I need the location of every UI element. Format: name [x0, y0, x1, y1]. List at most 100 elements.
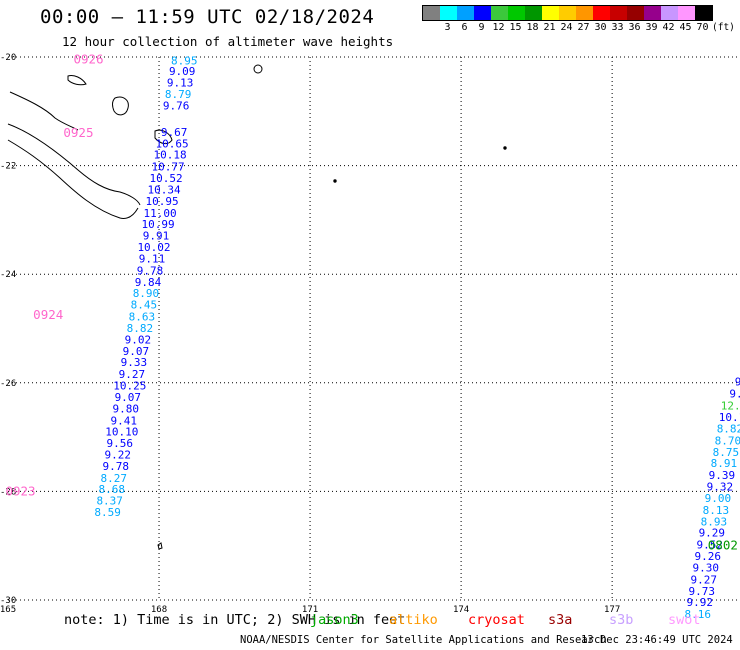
footer-credit: NOAA/NESDIS Center for Satellite Applica…	[240, 634, 607, 646]
color-scale-label: 39	[645, 22, 658, 33]
color-swatch	[678, 6, 695, 20]
swh-value: 9.73	[689, 585, 716, 598]
x-tick-label: 171	[302, 605, 318, 615]
coastline-island-2	[67, 75, 87, 86]
coastline-island-small-1	[253, 64, 263, 74]
y-tick-label: -22	[0, 162, 16, 172]
swh-value: 8.70	[715, 434, 740, 447]
y-tick-label: -24	[0, 270, 16, 280]
color-scale-label: 30	[594, 22, 607, 33]
swh-value: 9.26	[695, 550, 722, 563]
chart-subtitle: 12 hour collection of altimeter wave hei…	[62, 34, 394, 49]
color-swatch	[661, 6, 678, 20]
footer-timestamp: 13 Dec 23:46:49 UTC 2024	[581, 634, 733, 646]
time-label: 0926	[73, 52, 103, 67]
swh-value: 10.34	[148, 183, 181, 196]
swh-value: 10.18	[154, 149, 187, 162]
swh-value: 8.16	[684, 608, 711, 621]
color-scale-label: 33	[611, 22, 624, 33]
swh-value: 12.0	[721, 400, 740, 413]
x-tick-label: 177	[604, 605, 620, 615]
y-tick-label: -20	[0, 53, 16, 63]
swh-value: 9.67	[161, 126, 188, 139]
swh-value: 10.52	[150, 172, 183, 185]
swh-value: 9.91	[143, 230, 170, 243]
coastline-new-caledonia-south	[7, 139, 139, 219]
color-swatch	[542, 6, 559, 20]
swh-value: 9.32	[707, 481, 734, 494]
swh-value: 9.29	[699, 527, 726, 540]
swh-value: 9.39	[709, 469, 736, 482]
color-swatch	[525, 6, 542, 20]
swh-value: 9.00	[705, 492, 732, 505]
time-labels: 0926 0925 0924 0923 0802	[5, 52, 737, 553]
swh-value: 8.63	[129, 311, 156, 324]
swh-value: 8.13	[703, 504, 730, 517]
color-swatch	[695, 6, 712, 20]
swh-value: 9.52	[697, 539, 724, 552]
time-label: 0802	[708, 538, 738, 553]
color-scale-label: 9	[478, 22, 485, 33]
axis-ticks: 165 168 171 174 177 -20 -22 -24 -26 -28 -30	[0, 53, 620, 615]
color-scale-unit: (ft)	[712, 22, 735, 33]
color-swatch	[491, 6, 508, 20]
swh-value: 9.33	[121, 356, 148, 369]
time-label: 0924	[33, 307, 63, 322]
swh-value: 8.37	[96, 495, 123, 508]
time-label: 0925	[63, 125, 93, 140]
coastline-island-small-2	[503, 146, 507, 150]
swh-value: 9.22	[105, 448, 132, 461]
color-scale-label: 24	[560, 22, 573, 33]
color-scale-label: 18	[526, 22, 539, 33]
color-swatch	[423, 6, 440, 20]
color-swatch	[559, 6, 576, 20]
color-swatch	[457, 6, 474, 20]
satellite-altiko: altiko	[389, 612, 438, 628]
swh-value: 8.75	[713, 446, 740, 459]
swh-value: 9	[735, 376, 740, 389]
swh-value: 8.79	[165, 88, 192, 101]
chart-title: 00:00 — 11:59 UTC 02/18/2024	[40, 6, 375, 28]
color-swatch	[576, 6, 593, 20]
color-scale-label: 36	[628, 22, 641, 33]
coastline-new-caledonia-north	[7, 123, 141, 206]
coastline-island-small-3	[333, 179, 337, 183]
satellite-swot: swot	[668, 612, 701, 628]
swh-value: 10.99	[141, 218, 174, 231]
swh-value: 8.45	[131, 299, 158, 312]
swh-value: 9.56	[107, 437, 134, 450]
coastline	[7, 64, 507, 550]
swh-value: 8.95	[171, 54, 198, 67]
y-tick-label: -30	[0, 596, 16, 606]
satellite-jason3: jason3	[310, 612, 359, 628]
satellite-cryosat: cryosat	[468, 612, 525, 628]
coastline-island-1	[112, 96, 129, 116]
y-tick-label: -28	[0, 487, 16, 497]
color-swatch	[610, 6, 627, 20]
swh-value: 9.78	[137, 264, 164, 277]
swh-value: 9.30	[693, 561, 720, 574]
color-scale-label: 70	[696, 22, 709, 33]
y-tick-label: -26	[0, 379, 16, 389]
grid-lines	[8, 56, 738, 601]
color-scale-label: 27	[577, 22, 590, 33]
x-tick-label: 168	[151, 605, 167, 615]
swh-value: 10.77	[152, 161, 185, 174]
coastline-vanuatu-west	[9, 91, 79, 131]
swh-value: 8.59	[94, 506, 121, 519]
swh-value: 10.10	[105, 426, 138, 439]
footer-note: note: 1) Time is in UTC; 2) SWH is in fe…	[64, 612, 406, 628]
color-scale-label: 15	[509, 22, 522, 33]
satellite-s3b: s3b	[609, 612, 634, 628]
swh-value: 8.82	[127, 322, 154, 335]
swh-value: 9.92	[686, 596, 713, 609]
swh-value: 9.76	[163, 99, 190, 112]
coastline-island-loyalty	[154, 129, 173, 145]
color-scale-label: 42	[662, 22, 675, 33]
swh-value: 9.84	[135, 276, 162, 289]
color-scale-bar	[422, 5, 713, 21]
swh-value: 9.11	[139, 252, 166, 265]
color-scale-label: 45	[679, 22, 692, 33]
swh-value: 10.95	[145, 195, 178, 208]
